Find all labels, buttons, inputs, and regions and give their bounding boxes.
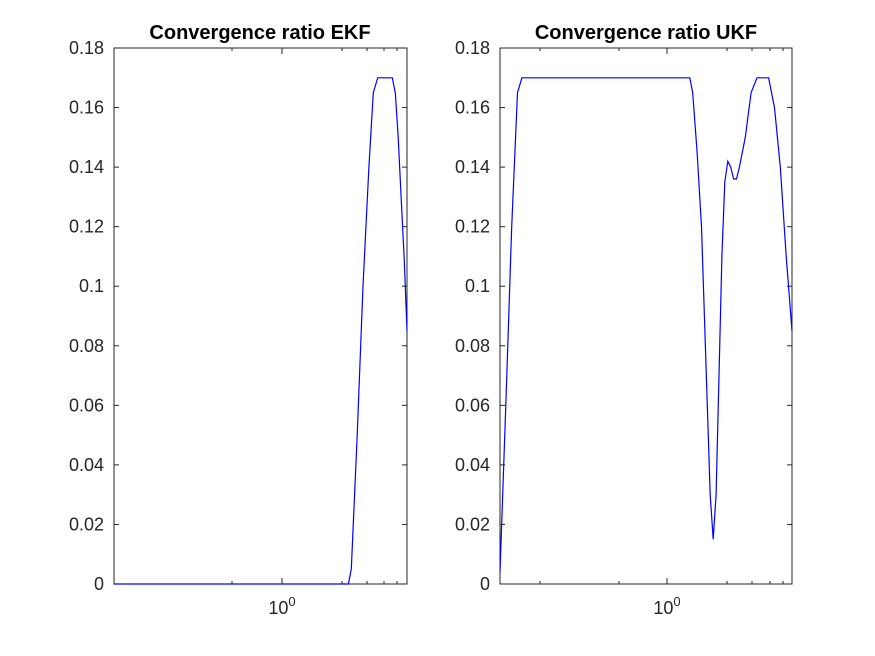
ekf-y-tick-label: 0.18 bbox=[69, 38, 104, 58]
ukf-x-axis: 100 bbox=[539, 48, 784, 618]
ukf-title: Convergence ratio UKF bbox=[535, 22, 757, 44]
ukf-series-line bbox=[499, 77, 793, 573]
ekf-y-tick-label: 0.12 bbox=[69, 217, 104, 237]
chart-ukf: Convergence ratio UKF 00.020.040.060.080… bbox=[455, 22, 793, 618]
ukf-y-tick-label: 0.06 bbox=[455, 395, 490, 415]
ukf-y-tick-label: 0.16 bbox=[455, 98, 490, 118]
ekf-y-tick-label: 0.08 bbox=[69, 336, 104, 356]
ukf-y-tick-label: 0.08 bbox=[455, 336, 490, 356]
ukf-y-tick-label: 0.1 bbox=[465, 276, 490, 296]
chart-ekf: Convergence ratio EKF 00.020.040.060.080… bbox=[69, 22, 408, 618]
ekf-plot-area bbox=[113, 47, 408, 585]
ukf-x-tick-label: 100 bbox=[653, 594, 680, 618]
ukf-y-tick-label: 0.12 bbox=[455, 217, 490, 237]
ekf-y-tick-label: 0.04 bbox=[69, 455, 104, 475]
ukf-y-tick-label: 0.18 bbox=[455, 38, 490, 58]
ekf-x-tick-label: 100 bbox=[268, 594, 295, 618]
ekf-y-tick-label: 0.16 bbox=[69, 98, 104, 118]
ukf-y-axis: 0 0.02 0.04 0.06 0.08 0.1 0.12 0.14 0.16 0.18 bbox=[455, 38, 792, 594]
ukf-plot-area bbox=[499, 47, 793, 585]
ekf-title: Convergence ratio EKF bbox=[149, 22, 370, 44]
ekf-y-tick-label: 0.02 bbox=[69, 514, 104, 534]
ekf-series-line bbox=[114, 77, 408, 585]
ekf-y-tick-label: 0.1 bbox=[79, 276, 104, 296]
ekf-y-tick-label: 0.14 bbox=[69, 157, 104, 177]
ukf-y-tick-label: 0 bbox=[480, 574, 490, 594]
ekf-y-axis: 0 0.02 0.04 0.06 0.08 0.1 0.12 0.14 0.16 0.18 bbox=[69, 38, 407, 594]
ekf-y-tick-label: 0.06 bbox=[69, 395, 104, 415]
ukf-y-tick-label: 0.14 bbox=[455, 157, 490, 177]
ekf-x-axis: 100 bbox=[231, 48, 398, 618]
ekf-y-tick-label: 0 bbox=[94, 574, 104, 594]
ukf-y-tick-label: 0.02 bbox=[455, 514, 490, 534]
ukf-y-tick-label: 0.04 bbox=[455, 455, 490, 475]
